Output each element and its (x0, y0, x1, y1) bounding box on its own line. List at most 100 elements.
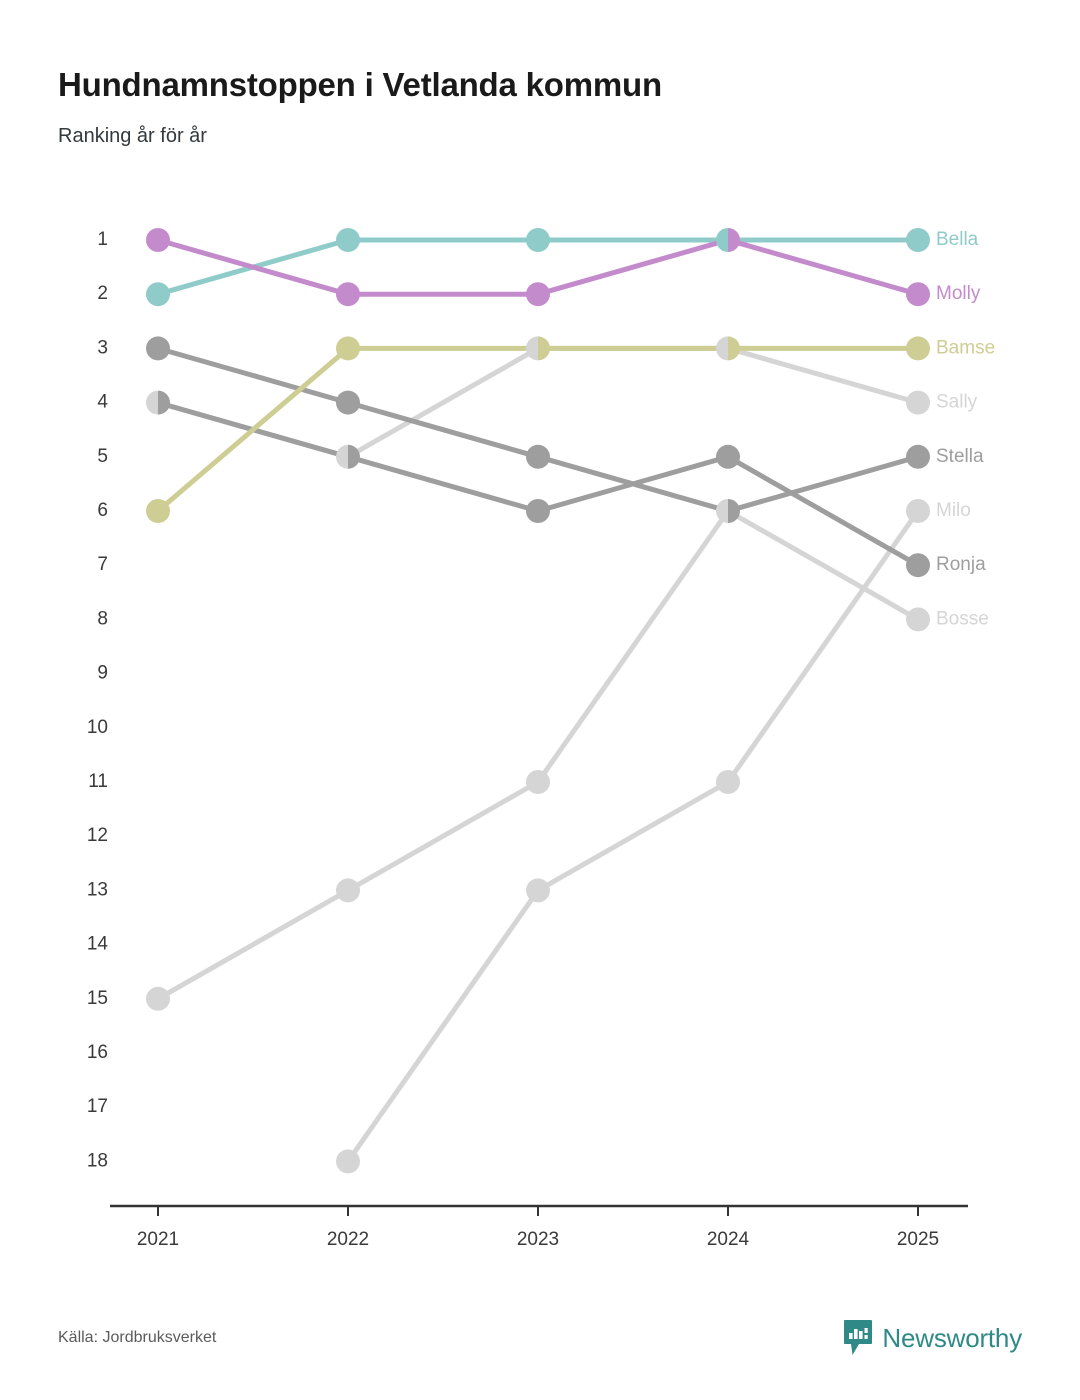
y-axis-tick-label: 8 (97, 608, 108, 629)
series-line (345, 454, 541, 514)
data-point-marker (906, 336, 930, 361)
series-line (725, 454, 921, 568)
data-point-marker (348, 444, 360, 469)
series-line (535, 779, 731, 893)
data-point-marker (906, 553, 930, 578)
data-point-marker (146, 228, 170, 252)
series-label-bosse: Bosse (936, 608, 989, 629)
series-label-ronja: Ronja (936, 554, 986, 575)
series-line (725, 508, 921, 785)
data-point-marker (526, 878, 550, 903)
y-axis-tick-label: 12 (87, 825, 108, 846)
data-point-marker (906, 282, 930, 307)
y-axis-tick-label: 3 (97, 337, 108, 358)
data-point-marker (906, 607, 930, 632)
data-point-marker (906, 499, 930, 523)
data-point-marker (728, 336, 740, 361)
data-point-marker (336, 878, 360, 903)
data-point-marker (728, 228, 740, 252)
data-point-marker (146, 336, 170, 361)
page-subtitle: Ranking år för år (58, 124, 207, 147)
y-axis-tick-label: 16 (87, 1042, 108, 1063)
data-point-marker (336, 336, 360, 361)
data-point-marker (526, 282, 550, 307)
series-line (725, 345, 921, 406)
y-axis-tick-label: 5 (97, 446, 108, 467)
series-label-bella: Bella (936, 229, 979, 250)
data-point-marker (526, 499, 550, 523)
series-line (725, 508, 921, 622)
y-axis-tick-label: 2 (97, 283, 108, 304)
brand-logo[interactable]: Newsworthy (843, 1319, 1022, 1357)
series-label-molly: Molly (936, 283, 981, 304)
data-point-marker (146, 390, 158, 415)
chart-container: 1 2 3 4 5 6 7 8 9 10 11 12 13 14 15 16 17 18 Bella Molly Bam… (0, 196, 1080, 1276)
series-label-milo: Milo (936, 500, 971, 521)
data-point-marker (906, 228, 930, 252)
data-point-marker (716, 444, 740, 469)
series-line (725, 454, 921, 514)
series-line (155, 237, 351, 297)
chart-header: Hundnamnstoppen i Vetlanda kommun Rankin… (58, 66, 1018, 148)
series-label-sally: Sally (936, 392, 978, 413)
data-point-marker (526, 770, 550, 794)
data-point-marker (336, 390, 360, 415)
chart-footer: Källa: Jordbruksverket Newsworthy (58, 1320, 1022, 1365)
data-point-marker (146, 282, 170, 307)
data-point-marker (526, 228, 550, 252)
y-axis-tick-label: 14 (87, 934, 109, 955)
x-axis-tick-label: 2022 (327, 1229, 369, 1250)
y-axis-tick-label: 10 (87, 717, 108, 738)
y-axis-tick-label: 17 (87, 1096, 108, 1117)
series-line (155, 345, 351, 514)
series-line (535, 508, 731, 785)
data-point-marker (716, 770, 740, 794)
data-point-marker (336, 1149, 360, 1174)
y-axis-tick-label: 7 (97, 554, 108, 575)
data-point-marker (728, 499, 740, 523)
y-axis-tick-label: 6 (97, 500, 108, 521)
data-point-marker (538, 336, 550, 361)
y-axis-tick-label: 9 (97, 663, 108, 684)
data-point-marker (336, 228, 360, 252)
data-point-marker (526, 336, 538, 361)
series-line (535, 237, 731, 297)
data-point-marker (906, 444, 930, 469)
series-line (725, 237, 921, 297)
series-label-bamse: Bamse (936, 337, 995, 358)
newsworthy-bar-chart-pin-icon (844, 1320, 873, 1355)
series-line (345, 345, 541, 460)
data-point-marker (716, 336, 728, 361)
data-point-marker (146, 986, 170, 1011)
data-point-marker (906, 390, 930, 415)
y-axis-tick-label: 4 (97, 392, 108, 413)
data-point-marker (146, 499, 170, 523)
series-label-stella: Stella (936, 446, 984, 467)
x-axis-tick-label: 2023 (517, 1229, 559, 1250)
y-axis-tick-label: 11 (88, 771, 108, 792)
brand-name: Newsworthy (882, 1323, 1022, 1353)
y-axis-tick-label: 1 (97, 229, 108, 250)
page-title: Hundnamnstoppen i Vetlanda kommun (58, 66, 662, 103)
y-axis-tick-label: 15 (87, 988, 108, 1009)
data-point-marker (526, 444, 550, 469)
data-point-marker (158, 390, 170, 415)
data-point-marker (336, 444, 348, 469)
series-line (155, 887, 351, 1002)
y-axis-tick-label: 18 (87, 1150, 108, 1171)
x-axis-tick-label: 2021 (137, 1229, 179, 1250)
series-line (345, 400, 541, 460)
data-point-marker (716, 228, 728, 252)
source-note: Källa: Jordbruksverket (58, 1329, 217, 1346)
y-axis-tick-label: 13 (87, 879, 108, 900)
x-axis-tick-label: 2024 (707, 1229, 750, 1250)
x-axis-tick-label: 2025 (897, 1229, 939, 1250)
data-point-marker (716, 499, 728, 523)
series-line (535, 454, 731, 514)
data-point-marker (336, 282, 360, 307)
series-line (345, 779, 541, 893)
series-line (155, 345, 351, 406)
ranking-line-chart: 123456789101112131415161718BellaMollyBam… (87, 228, 995, 1250)
series-line (345, 887, 541, 1164)
